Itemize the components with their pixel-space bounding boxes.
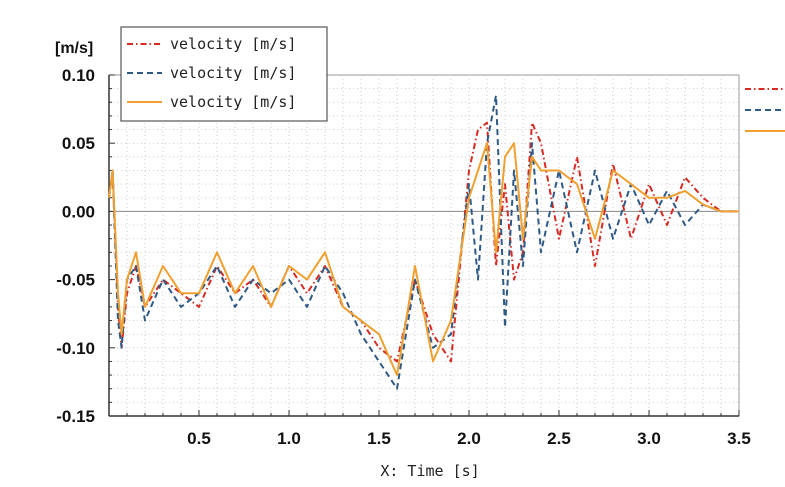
series-line-3 <box>108 142 739 377</box>
y-tick-label: 0.10 <box>62 66 95 85</box>
series-line-1 <box>108 121 739 363</box>
x-tick-label: 0.5 <box>187 429 211 448</box>
x-tick-label: 2.5 <box>547 429 571 448</box>
y-axis: 0.10 0.05 0.00 -0.05 -0.10 -0.15 <box>56 66 115 426</box>
legend: velocity [m/s] velocity [m/s] velocity [m/… <box>120 26 328 122</box>
series-line-2 <box>108 94 739 390</box>
y-unit-label: [m/s] <box>55 40 93 57</box>
legend-label-1: velocity [m/s] <box>170 35 296 53</box>
y-tick-label: -0.10 <box>56 339 95 358</box>
plot-area <box>108 74 740 417</box>
y-tick-label: -0.15 <box>56 407 95 426</box>
legend-overflow <box>745 88 785 132</box>
x-tick-label: 1.0 <box>277 429 301 448</box>
y-tick-label: 0.00 <box>62 202 95 221</box>
x-tick-label: 3.0 <box>637 429 661 448</box>
x-axis: 0.5 1.0 1.5 2.0 2.5 3.0 3.5 <box>108 410 751 448</box>
y-tick-label: -0.05 <box>56 271 95 290</box>
x-tick-label: 1.5 <box>367 429 391 448</box>
x-tick-label: 3.5 <box>727 429 751 448</box>
series-layer <box>108 94 739 390</box>
legend-box <box>120 26 328 122</box>
x-tick-label: 2.0 <box>457 429 481 448</box>
y-tick-label: 0.05 <box>62 134 95 153</box>
x-axis-title: X: Time [s] <box>380 462 479 480</box>
legend-label-3: velocity [m/s] <box>170 93 296 111</box>
legend-label-2: velocity [m/s] <box>170 64 296 82</box>
